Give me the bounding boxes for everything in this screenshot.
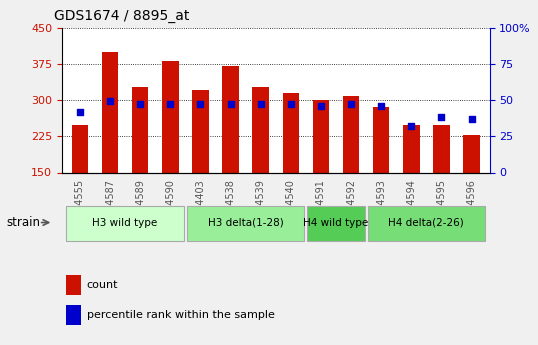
Point bbox=[467, 116, 476, 122]
Text: GDS1674 / 8895_at: GDS1674 / 8895_at bbox=[54, 9, 189, 23]
FancyBboxPatch shape bbox=[66, 206, 184, 241]
Bar bbox=[343, 96, 359, 172]
Point bbox=[166, 102, 175, 107]
Bar bbox=[66, 275, 81, 295]
FancyBboxPatch shape bbox=[367, 206, 485, 241]
Point bbox=[286, 102, 295, 107]
Point bbox=[346, 102, 355, 107]
Bar bbox=[162, 61, 179, 172]
Bar bbox=[373, 107, 390, 172]
Bar bbox=[433, 125, 450, 172]
Bar bbox=[102, 52, 118, 172]
Point bbox=[316, 103, 325, 109]
Bar bbox=[282, 93, 299, 172]
Point bbox=[377, 103, 385, 109]
Point bbox=[226, 102, 235, 107]
Text: H4 delta(2-26): H4 delta(2-26) bbox=[388, 218, 464, 228]
Point bbox=[257, 102, 265, 107]
Text: H3 wild type: H3 wild type bbox=[93, 218, 158, 228]
Bar bbox=[132, 87, 148, 172]
Text: H4 wild type: H4 wild type bbox=[303, 218, 369, 228]
FancyBboxPatch shape bbox=[187, 206, 305, 241]
Bar bbox=[463, 135, 480, 172]
Text: percentile rank within the sample: percentile rank within the sample bbox=[87, 310, 275, 320]
Bar bbox=[222, 66, 239, 172]
Bar bbox=[252, 87, 269, 172]
Bar bbox=[72, 125, 88, 172]
Bar bbox=[192, 90, 209, 172]
Point bbox=[196, 102, 205, 107]
Point bbox=[136, 102, 145, 107]
Text: strain: strain bbox=[6, 216, 40, 229]
FancyBboxPatch shape bbox=[307, 206, 365, 241]
Point bbox=[437, 115, 445, 120]
Point bbox=[407, 124, 415, 129]
Bar bbox=[66, 305, 81, 325]
Bar bbox=[313, 100, 329, 172]
Text: count: count bbox=[87, 280, 118, 290]
Point bbox=[76, 109, 84, 115]
Point bbox=[106, 99, 115, 104]
Bar bbox=[403, 125, 420, 172]
Text: H3 delta(1-28): H3 delta(1-28) bbox=[208, 218, 284, 228]
